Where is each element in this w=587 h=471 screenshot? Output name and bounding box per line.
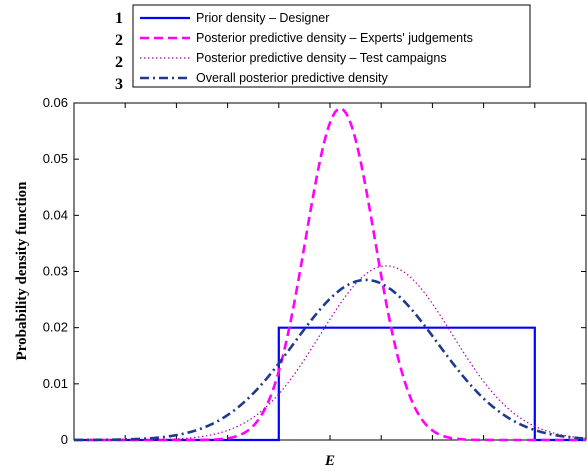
x-axis-ticks	[124, 103, 536, 440]
legend-label-3: Posterior predictive density – Test camp…	[196, 51, 447, 65]
y-tick-label: 0.02	[43, 320, 68, 335]
series-line-4	[74, 278, 587, 442]
series-line-2	[74, 107, 586, 442]
legend-number-1: 1	[115, 10, 123, 27]
legend-number-2: 2	[115, 32, 123, 49]
legend-label-1: Prior density – Designer	[196, 11, 329, 25]
legend-number-3: 2	[115, 54, 123, 71]
plot-frame	[73, 102, 587, 441]
series-line-3	[74, 265, 587, 441]
y-tick-label: 0.05	[43, 151, 68, 166]
legend-entries: Prior density – Designer Posterior predic…	[140, 11, 473, 85]
x-axis-label: E	[324, 453, 335, 469]
legend: 1 2 2 3 Prior density – Designer Posterio…	[115, 4, 531, 93]
y-axis-label: Probability density function	[14, 181, 30, 361]
y-tick-label: 0.06	[43, 95, 68, 110]
y-tick-label: 0.04	[43, 207, 68, 222]
legend-label-4: Overall posterior predictive density	[196, 71, 388, 85]
y-tick-label: 0	[61, 432, 68, 447]
y-tick-label: 0.03	[43, 264, 68, 279]
y-tick-label: 0.01	[43, 376, 68, 391]
legend-box	[132, 4, 531, 88]
series-group	[74, 107, 587, 442]
y-axis-ticks: 0 0.01 0.02 0.03 0.04 0.05 0.06	[43, 95, 586, 447]
legend-label-2: Posterior predictive density – Experts' …	[196, 31, 473, 45]
series-line-1	[74, 326, 586, 442]
legend-number-4: 3	[115, 76, 123, 93]
